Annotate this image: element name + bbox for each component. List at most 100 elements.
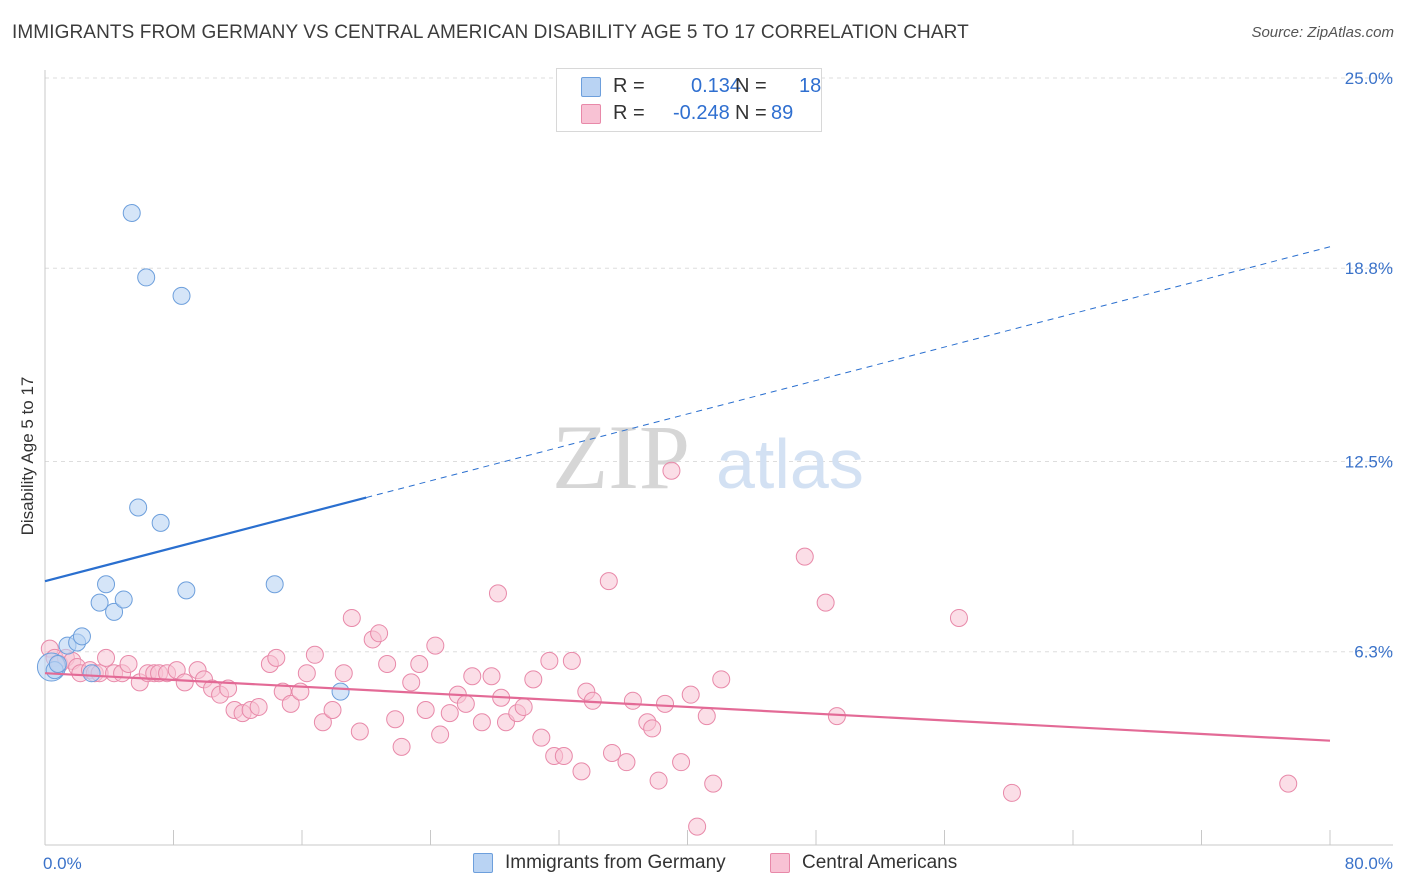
blue-point	[331, 682, 350, 701]
pink-point	[949, 608, 968, 627]
pink-point	[623, 691, 642, 710]
pink-point	[219, 679, 238, 698]
pink-point	[175, 673, 194, 692]
blue-point	[122, 203, 141, 222]
watermark-zip: ZIP	[552, 406, 690, 508]
legend-r-value: -0.248	[673, 102, 730, 124]
pink-point	[562, 651, 581, 670]
bottom-legend-swatch-blue	[473, 853, 493, 873]
blue-point	[265, 575, 284, 594]
pink-point	[488, 584, 507, 603]
blue-point	[129, 498, 148, 517]
pink-point	[540, 651, 559, 670]
pink-point	[305, 645, 324, 664]
blue-point	[48, 654, 67, 673]
pink-point	[378, 654, 397, 673]
pink-point	[97, 648, 116, 667]
pink-point	[524, 670, 543, 689]
axis-frame	[44, 70, 1393, 846]
pink-point	[697, 707, 716, 726]
y-tick-label: 6.3%	[1354, 643, 1393, 662]
legend-n-label: N =	[735, 75, 767, 97]
pink-point	[370, 624, 389, 643]
legend-swatch-pink	[581, 104, 601, 124]
pink-point	[554, 747, 573, 766]
pink-point	[532, 728, 551, 747]
pink-point	[297, 664, 316, 683]
pink-point	[342, 608, 361, 627]
x-tick-label-max: 80.0%	[1345, 854, 1393, 873]
pink-point	[617, 753, 636, 772]
pink-point	[643, 719, 662, 738]
trend-lines	[44, 246, 1331, 742]
pink-point	[1279, 774, 1298, 793]
watermark-atlas: atlas	[716, 425, 864, 503]
pink-point	[482, 667, 501, 686]
pink-point	[281, 694, 300, 713]
legend-r-label: R =	[613, 102, 645, 124]
legend-r-value: 0.134	[691, 75, 742, 97]
blue-point	[72, 627, 91, 646]
legend-n-value: 18	[799, 75, 822, 97]
blue-points	[36, 203, 350, 701]
pink-point	[267, 648, 286, 667]
pink-point	[603, 743, 622, 762]
pink-point	[704, 774, 723, 793]
pink-point	[402, 673, 421, 692]
blue-point	[172, 286, 191, 305]
pink-point	[431, 725, 450, 744]
pink-point	[416, 701, 435, 720]
blue-point	[97, 575, 116, 594]
pink-point	[463, 667, 482, 686]
pink-point	[456, 694, 475, 713]
pink-point	[334, 664, 353, 683]
pink-points	[40, 461, 1298, 836]
bottom-legend-label: Central Americans	[802, 852, 958, 873]
pink-point	[119, 654, 138, 673]
correlation-legend: R = 0.134 N = 18 R = -0.248 N = 89	[556, 68, 822, 132]
blue-point	[90, 593, 109, 612]
y-tick-label: 18.8%	[1345, 259, 1393, 278]
blue-point	[177, 581, 196, 600]
pink-point	[410, 654, 429, 673]
blue-trend-line-solid	[44, 496, 367, 583]
pink-point	[426, 636, 445, 655]
blue-point	[105, 602, 124, 621]
pink-point	[472, 713, 491, 732]
bottom-legend-label: Immigrants from Germany	[505, 852, 726, 873]
pink-point	[649, 771, 668, 790]
legend-n-value: 89	[771, 102, 794, 124]
pink-point	[514, 697, 533, 716]
pink-point	[440, 704, 459, 723]
pink-point	[816, 593, 835, 612]
pink-point	[662, 461, 681, 480]
pink-point	[386, 710, 405, 729]
blue-point	[151, 513, 170, 532]
pink-point	[681, 685, 700, 704]
watermark: ZIP atlas	[552, 406, 864, 508]
chart-source: Source: ZipAtlas.com	[1251, 24, 1394, 41]
pink-point	[599, 572, 618, 591]
blue-point	[137, 268, 156, 287]
pink-point	[688, 817, 707, 836]
legend-n-label: N =	[735, 102, 767, 124]
pink-point	[350, 722, 369, 741]
pink-trend-line	[44, 672, 1331, 742]
pink-point	[712, 670, 731, 689]
bottom-legend-swatch-pink	[770, 853, 790, 873]
y-axis-label: Disability Age 5 to 17	[18, 376, 37, 536]
blue-point	[114, 590, 133, 609]
y-tick-label: 12.5%	[1345, 453, 1393, 472]
legend-swatch-blue	[581, 77, 601, 97]
pink-point	[672, 753, 691, 772]
pink-point	[1002, 783, 1021, 802]
pink-point	[795, 547, 814, 566]
y-tick-labels: 6.3% 12.5% 18.8% 25.0%	[1345, 69, 1393, 662]
pink-point	[572, 762, 591, 781]
x-tick-labels: 0.0% 80.0%	[43, 854, 1393, 873]
blue-point	[82, 664, 101, 683]
x-ticks	[44, 830, 1331, 845]
pink-point	[323, 701, 342, 720]
pink-point	[313, 713, 332, 732]
